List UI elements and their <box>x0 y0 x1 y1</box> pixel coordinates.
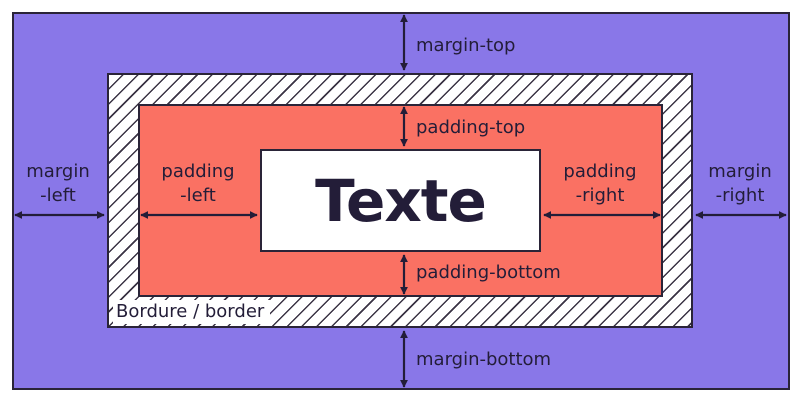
margin-top-label: margin-top <box>416 35 516 56</box>
padding-right-label-line1: padding <box>563 161 637 182</box>
padding-top-label: padding-top <box>416 117 526 138</box>
margin-left-label-line2: -left <box>40 185 76 206</box>
padding-left-label-line1: padding <box>161 161 235 182</box>
margin-right-label-line1: margin <box>708 161 772 182</box>
content-text: Texte <box>315 166 487 235</box>
padding-bottom-label: padding-bottom <box>416 262 561 283</box>
border-label: Bordure / border <box>113 300 271 324</box>
content-area: Texte <box>260 149 541 252</box>
padding-right-label-line2: -right <box>575 185 625 206</box>
margin-bottom-label: margin-bottom <box>416 349 552 370</box>
margin-left-label-line1: margin <box>26 161 90 182</box>
margin-right-label-line2: -right <box>715 185 765 206</box>
padding-left-label-line2: -left <box>180 185 216 206</box>
